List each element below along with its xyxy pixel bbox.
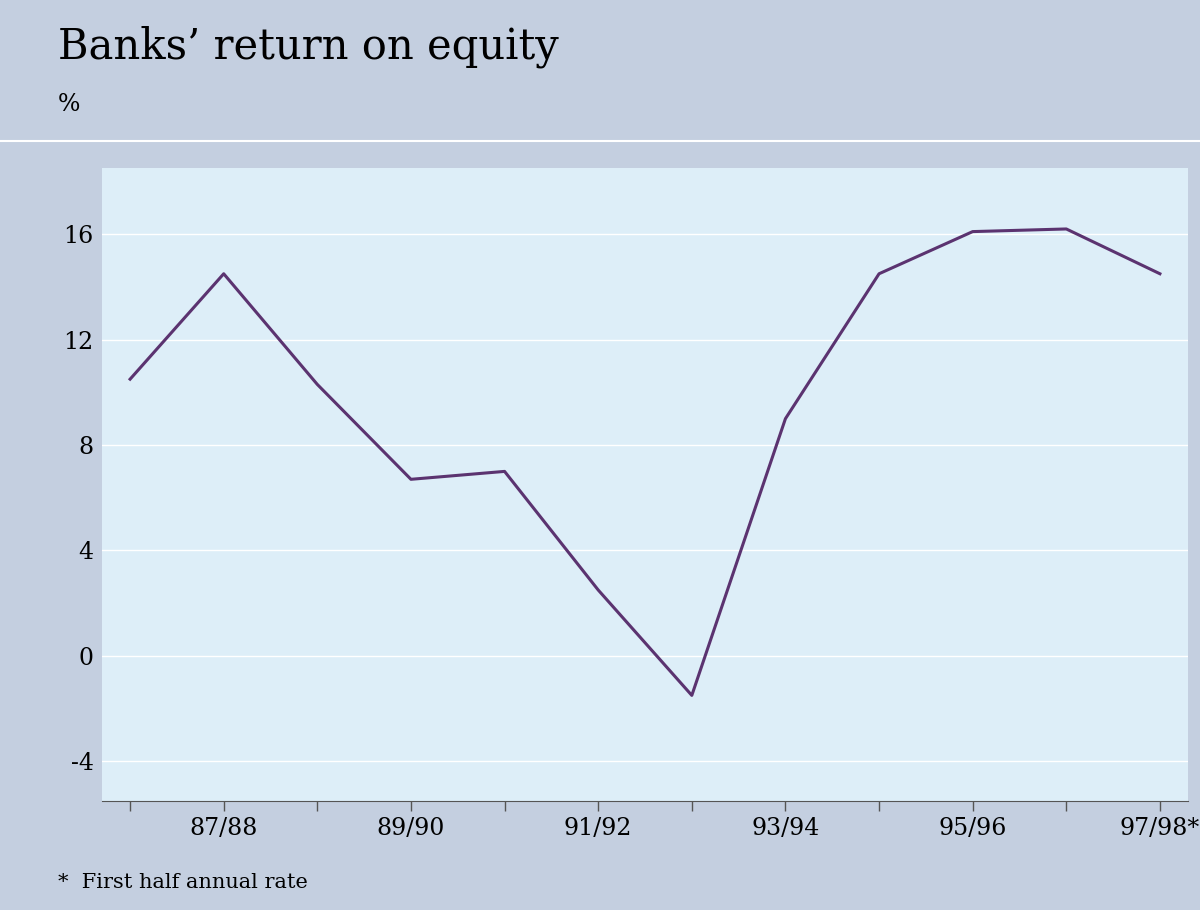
Text: 91/92: 91/92 <box>564 816 632 840</box>
Text: 93/94: 93/94 <box>751 816 820 840</box>
Text: %: % <box>58 93 80 116</box>
Text: 97/98*: 97/98* <box>1120 816 1200 840</box>
Text: 95/96: 95/96 <box>938 816 1007 840</box>
Text: Banks’ return on equity: Banks’ return on equity <box>58 25 558 68</box>
Text: 89/90: 89/90 <box>377 816 445 840</box>
Text: *  First half annual rate: * First half annual rate <box>58 873 307 892</box>
Text: 87/88: 87/88 <box>190 816 258 840</box>
